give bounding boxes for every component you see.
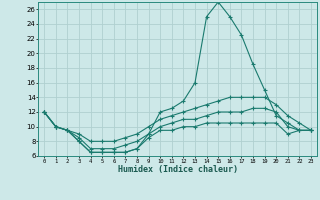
X-axis label: Humidex (Indice chaleur): Humidex (Indice chaleur) [118, 165, 238, 174]
